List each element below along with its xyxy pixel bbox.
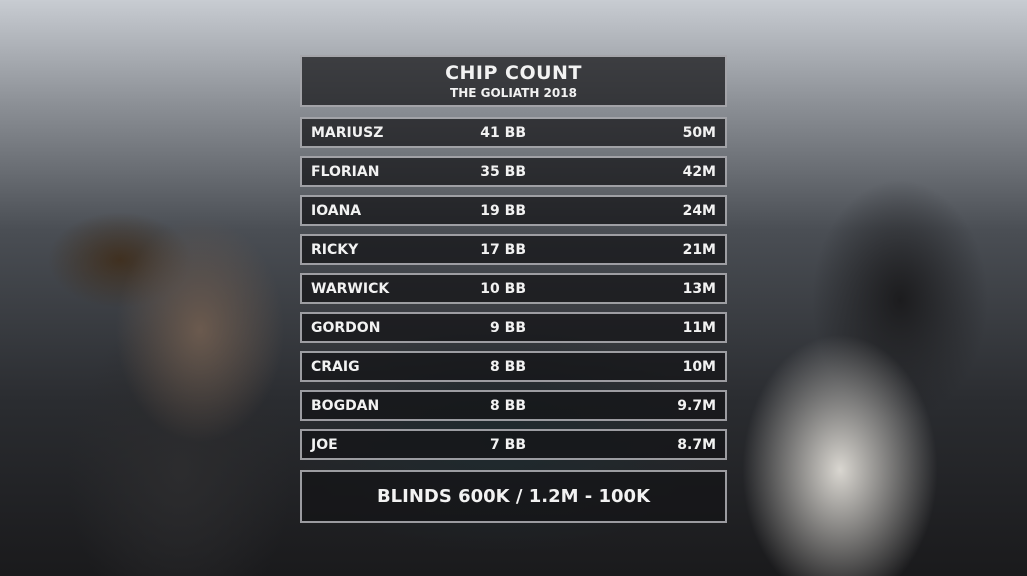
player-chips: 11M bbox=[682, 319, 716, 336]
player-name: JOE bbox=[311, 436, 338, 453]
player-name: IOANA bbox=[311, 202, 362, 219]
player-name: MARIUSZ bbox=[311, 124, 384, 141]
chip-count-row: MARIUSZ 41 BB 50M bbox=[300, 117, 727, 148]
blinds-text: BLINDS 600K / 1.2M - 100K bbox=[376, 486, 651, 507]
player-chips: 10M bbox=[682, 358, 716, 375]
player-name: CRAIG bbox=[311, 358, 360, 375]
player-big-blinds: 17 BB bbox=[480, 241, 526, 258]
player-big-blinds: 10 BB bbox=[480, 280, 526, 297]
player-big-blinds: 35 BB bbox=[480, 163, 526, 180]
player-chips: 21M bbox=[682, 241, 716, 258]
chip-count-row: CRAIG 8 BB 10M bbox=[300, 351, 727, 382]
player-chips: 24M bbox=[682, 202, 716, 219]
player-big-blinds: 7 BB bbox=[490, 436, 526, 453]
chip-count-row: RICKY 17 BB 21M bbox=[300, 234, 727, 265]
chip-count-row: IOANA 19 BB 24M bbox=[300, 195, 727, 226]
overlay-title: CHIP COUNT bbox=[445, 62, 582, 84]
chip-count-row: GORDON 9 BB 11M bbox=[300, 312, 727, 343]
chip-count-row: JOE 7 BB 8.7M bbox=[300, 429, 727, 460]
player-chips: 42M bbox=[682, 163, 716, 180]
player-name: FLORIAN bbox=[311, 163, 380, 180]
chip-count-header: CHIP COUNT THE GOLIATH 2018 bbox=[300, 55, 727, 107]
player-chips: 8.7M bbox=[677, 436, 716, 453]
player-chips: 50M bbox=[682, 124, 716, 141]
player-name: BOGDAN bbox=[311, 397, 380, 414]
chip-count-row: FLORIAN 35 BB 42M bbox=[300, 156, 727, 187]
blinds-banner: BLINDS 600K / 1.2M - 100K bbox=[300, 470, 727, 523]
player-name: RICKY bbox=[311, 241, 359, 258]
overlay-subtitle: THE GOLIATH 2018 bbox=[450, 86, 577, 100]
player-name: GORDON bbox=[311, 319, 381, 336]
chip-count-row: BOGDAN 8 BB 9.7M bbox=[300, 390, 727, 421]
player-chips: 9.7M bbox=[677, 397, 716, 414]
player-big-blinds: 41 BB bbox=[480, 124, 526, 141]
player-chips: 13M bbox=[682, 280, 716, 297]
player-name: WARWICK bbox=[311, 280, 390, 297]
player-big-blinds: 9 BB bbox=[490, 319, 526, 336]
chip-count-row: WARWICK 10 BB 13M bbox=[300, 273, 727, 304]
player-big-blinds: 8 BB bbox=[490, 358, 526, 375]
player-big-blinds: 19 BB bbox=[480, 202, 526, 219]
player-big-blinds: 8 BB bbox=[490, 397, 526, 414]
